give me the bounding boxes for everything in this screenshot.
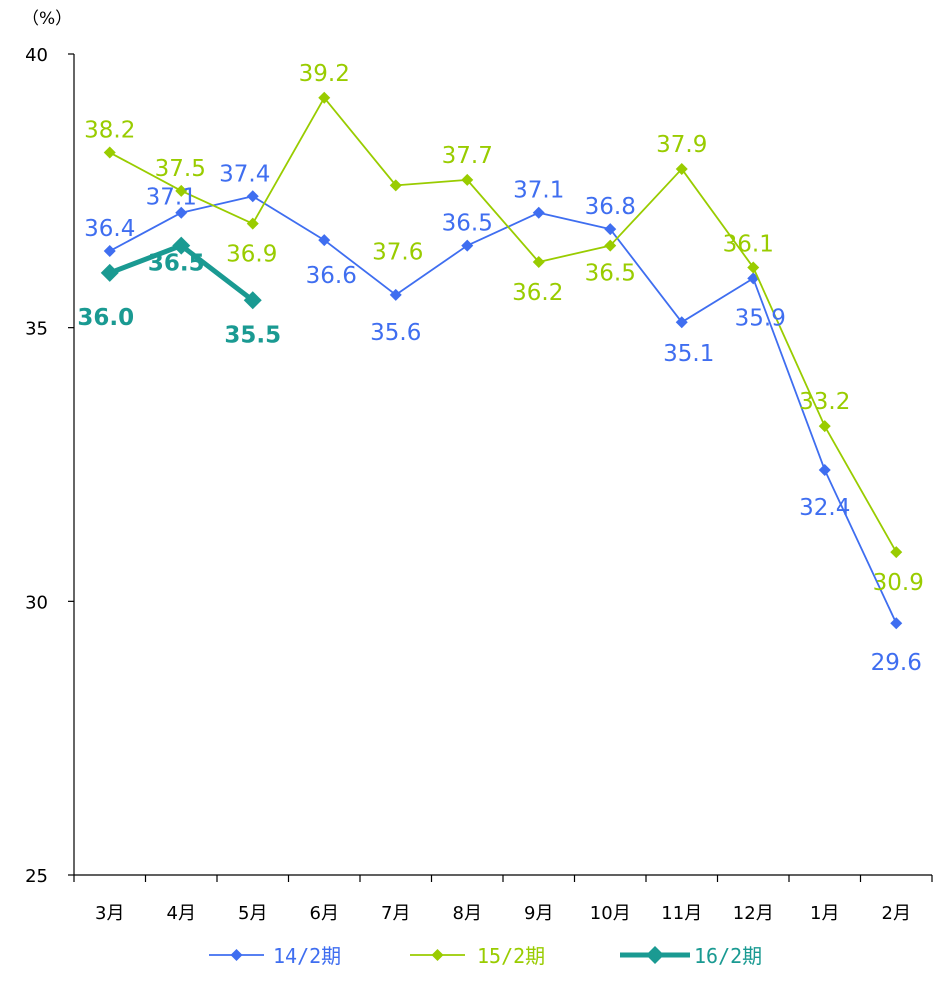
data-point-marker	[389, 288, 402, 301]
series-layer	[100, 91, 903, 630]
y-tick-label: 25	[25, 866, 48, 887]
data-label: 36.5	[585, 261, 636, 287]
data-point-marker	[461, 173, 474, 186]
data-point-marker	[318, 234, 331, 247]
data-point-marker	[246, 190, 259, 203]
data-label: 35.6	[370, 320, 421, 346]
x-tick-label: 11月	[661, 903, 702, 924]
data-label: 35.1	[663, 341, 714, 367]
data-label: 36.0	[77, 305, 134, 331]
data-point-marker	[100, 263, 119, 282]
data-point-marker	[532, 206, 545, 219]
legend-marker	[646, 946, 664, 964]
data-label: 33.2	[799, 389, 850, 415]
y-tick-label: 40	[25, 45, 48, 66]
data-point-marker	[243, 291, 262, 310]
data-labels-layer: 36.4 37.1 37.4 36.6 35.6 36.5 37.1 36.8 35.1 35.9…	[77, 61, 923, 676]
data-point-marker	[103, 146, 116, 159]
x-tick-label: 1月	[810, 903, 839, 924]
data-point-marker	[675, 316, 688, 329]
data-point-marker	[246, 217, 259, 230]
data-point-marker	[890, 617, 903, 630]
y-tick-label: 35	[25, 319, 48, 340]
legend-label: 15/2期	[477, 944, 545, 968]
data-label: 36.6	[306, 263, 357, 289]
y-tick-label: 30	[25, 592, 48, 613]
data-point-marker	[604, 223, 617, 236]
data-label: 37.4	[219, 161, 270, 187]
x-tick-label: 7月	[381, 903, 410, 924]
axes: 25 30 35 40 3月 4月 5月 6月 7月 8月 9月 10月 11月 12月 1月 2月	[25, 45, 933, 924]
data-label: 37.7	[442, 143, 493, 169]
x-tick-label: 5月	[238, 903, 267, 924]
data-point-marker	[532, 255, 545, 268]
data-label: 32.4	[799, 495, 850, 521]
data-label: 35.5	[224, 322, 281, 348]
legend-label: 16/2期	[694, 944, 762, 968]
data-point-marker	[890, 546, 903, 559]
data-point-marker	[604, 239, 617, 252]
x-tick-label: 8月	[453, 903, 482, 924]
data-label: 30.9	[873, 570, 924, 596]
series-line	[109, 96, 898, 553]
x-tick-label: 6月	[310, 903, 339, 924]
legend-marker	[431, 949, 444, 961]
data-point-marker	[172, 236, 191, 255]
data-point-marker	[175, 184, 188, 197]
data-point-marker	[318, 91, 331, 104]
data-point-marker	[818, 463, 831, 476]
data-label: 36.5	[442, 211, 493, 237]
legend-marker	[230, 949, 243, 961]
data-point-marker	[389, 179, 402, 192]
data-label: 36.9	[226, 242, 277, 268]
data-point-marker	[175, 206, 188, 219]
x-tick-label: 2月	[882, 903, 911, 924]
data-label: 36.1	[723, 231, 774, 257]
y-axis-unit-label: （%）	[22, 9, 72, 29]
data-label: 36.2	[512, 280, 563, 306]
data-point-marker	[818, 420, 831, 433]
x-tick-label: 10月	[590, 903, 631, 924]
data-label: 37.1	[146, 185, 197, 211]
data-label: 35.9	[735, 305, 786, 331]
data-label: 37.5	[155, 156, 206, 182]
data-label: 36.4	[84, 216, 135, 242]
data-label: 37.6	[372, 239, 423, 265]
data-label: 38.2	[84, 118, 135, 144]
x-tick-label: 12月	[733, 903, 774, 924]
data-label: 36.8	[585, 194, 636, 220]
data-label: 37.1	[513, 178, 564, 204]
data-label: 29.6	[871, 650, 922, 676]
series-line	[109, 195, 898, 624]
legend-label: 14/2期	[273, 944, 341, 968]
data-label: 37.9	[656, 132, 707, 158]
data-label: 39.2	[299, 61, 350, 87]
x-tick-label: 3月	[95, 903, 124, 924]
data-label: 36.5	[148, 251, 205, 277]
legend: 14/2期 15/2期 16/2期	[209, 944, 762, 968]
x-tick-label: 4月	[167, 903, 196, 924]
data-point-marker	[461, 239, 474, 252]
x-tick-label: 9月	[524, 903, 553, 924]
data-point-marker	[675, 162, 688, 175]
data-point-marker	[747, 261, 760, 274]
data-point-marker	[103, 245, 116, 258]
